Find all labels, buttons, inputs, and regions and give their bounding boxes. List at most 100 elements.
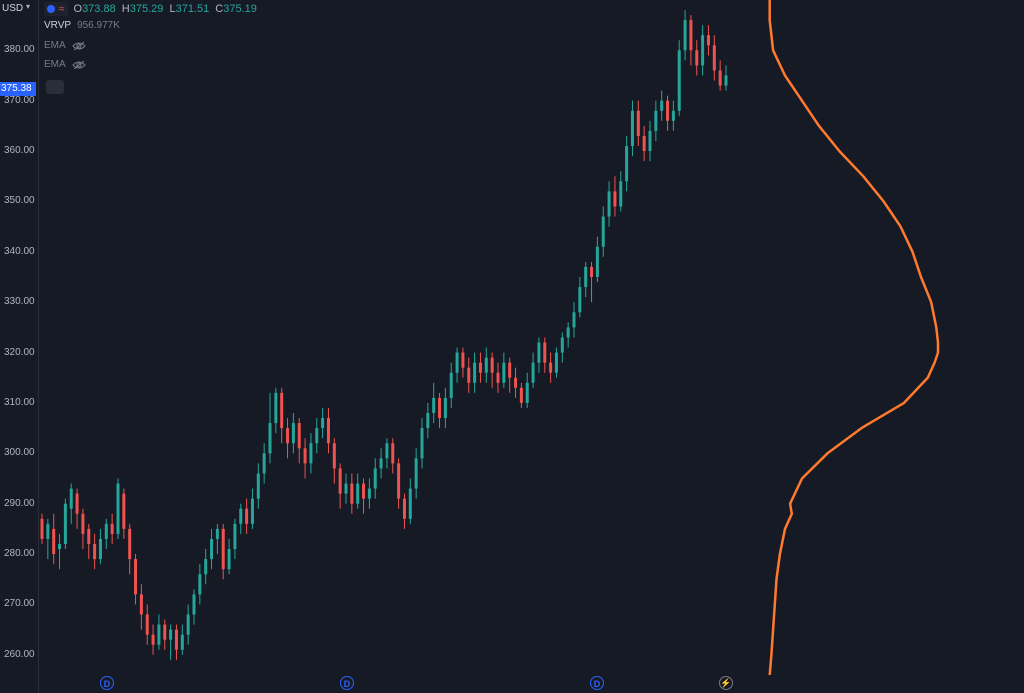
candle-body <box>625 146 629 182</box>
candle-body <box>239 508 243 524</box>
candle-body <box>40 518 44 539</box>
candle-body <box>180 634 184 650</box>
eye-hidden-icon[interactable] <box>71 60 86 70</box>
candle-body <box>414 458 418 489</box>
candle-body <box>654 110 658 131</box>
candle-body <box>198 574 202 595</box>
dividend-marker[interactable]: D <box>590 676 604 690</box>
candle-body <box>262 453 266 474</box>
candle-body <box>508 362 512 378</box>
open-label: O <box>73 3 83 15</box>
price-tick-label: 310.00 <box>4 396 35 408</box>
candle-body <box>332 443 336 469</box>
candle-body <box>256 473 260 499</box>
candle-body <box>303 448 307 464</box>
candle-body <box>151 634 155 645</box>
candle-body <box>578 287 582 313</box>
price-tick-label: 350.00 <box>4 195 35 207</box>
candle-body <box>81 513 85 534</box>
dividend-marker[interactable]: D <box>100 676 114 690</box>
candle-body <box>268 423 272 454</box>
price-scale[interactable]: 380.00 370.00 360.00 350.00 340.00 330.00 320.… <box>0 0 39 693</box>
candle-body <box>595 246 599 277</box>
candle-body <box>525 382 529 403</box>
candle-body <box>560 337 564 353</box>
indicator-name: EMA <box>44 40 66 51</box>
price-tick-label: 270.00 <box>4 598 35 610</box>
settings-gear-icon[interactable] <box>46 80 64 94</box>
candle-body <box>590 266 594 277</box>
candle-body <box>134 559 138 595</box>
candle-body <box>531 362 535 383</box>
close-label: C <box>215 3 224 15</box>
price-tick-label: 360.00 <box>4 145 35 157</box>
candle-body <box>367 488 371 499</box>
candle-body <box>519 387 523 403</box>
candle-body <box>455 352 459 373</box>
candle-body <box>601 216 605 247</box>
indicator-ema-1[interactable]: EMA <box>44 40 86 51</box>
candle-body <box>385 443 389 459</box>
ohlc-legend: ≈ O373.88 H375.29 L371.51 C375.19 <box>44 0 260 18</box>
candle-body <box>695 50 699 66</box>
price-tick-label: 380.00 <box>4 44 35 56</box>
candle-body <box>116 483 120 534</box>
candle-body <box>473 362 477 383</box>
candle-body <box>549 362 553 373</box>
candle-body <box>408 488 412 519</box>
price-tick-label: 290.00 <box>4 497 35 509</box>
candle-body <box>689 20 693 51</box>
price-tick-label: 370.00 <box>4 94 35 106</box>
flash-event-icon[interactable]: ⚡ <box>719 676 733 690</box>
currency-label[interactable]: USD <box>0 2 26 15</box>
indicator-ema-2[interactable]: EMA <box>44 59 86 70</box>
candle-body <box>677 50 681 111</box>
eye-hidden-icon[interactable] <box>71 41 86 51</box>
candle-body <box>572 312 576 328</box>
candle-body <box>215 528 219 539</box>
candle-body <box>338 468 342 494</box>
low-value: 371.51 <box>175 3 210 15</box>
current-price-tag: 375.38 <box>0 82 36 96</box>
candle-body <box>122 493 126 529</box>
candle-body <box>227 549 231 570</box>
candle-body <box>104 523 108 539</box>
candle-body <box>636 110 640 136</box>
candle-body <box>157 624 161 645</box>
dividend-marker[interactable]: D <box>340 676 354 690</box>
candle-body <box>192 594 196 615</box>
candle-body <box>718 70 722 86</box>
moon-icon[interactable] <box>47 5 55 13</box>
high-value: 375.29 <box>129 3 164 15</box>
price-tick-label: 330.00 <box>4 296 35 308</box>
candle-body <box>420 428 424 459</box>
candle-body <box>210 538 214 560</box>
candle-body <box>478 362 482 373</box>
candle-body <box>315 428 319 444</box>
candle-body <box>630 110 634 147</box>
candle-body <box>712 45 716 71</box>
ohlc-values: O373.88 H375.29 L371.51 C375.19 <box>74 3 260 15</box>
candle-body <box>321 418 325 429</box>
wave-icon[interactable]: ≈ <box>59 3 65 15</box>
candle-body <box>87 528 91 544</box>
legend-buttons[interactable]: ≈ <box>44 2 68 16</box>
candle-body <box>514 377 518 388</box>
candle-body <box>613 191 617 207</box>
candle-body <box>467 367 471 383</box>
candle-body <box>145 614 149 635</box>
candle-body <box>432 397 436 414</box>
candle-body <box>297 423 301 449</box>
indicator-vrvp[interactable]: VRVP 956.977K <box>44 20 120 31</box>
candle-body <box>502 362 506 383</box>
candle-body <box>391 443 395 464</box>
candle-body <box>496 372 500 383</box>
candle-body <box>356 483 360 504</box>
candle-body <box>69 488 73 509</box>
candle-body <box>75 493 79 514</box>
candle-body <box>648 130 652 152</box>
chevron-down-icon[interactable]: ▾ <box>26 2 31 11</box>
candle-body <box>93 543 97 560</box>
